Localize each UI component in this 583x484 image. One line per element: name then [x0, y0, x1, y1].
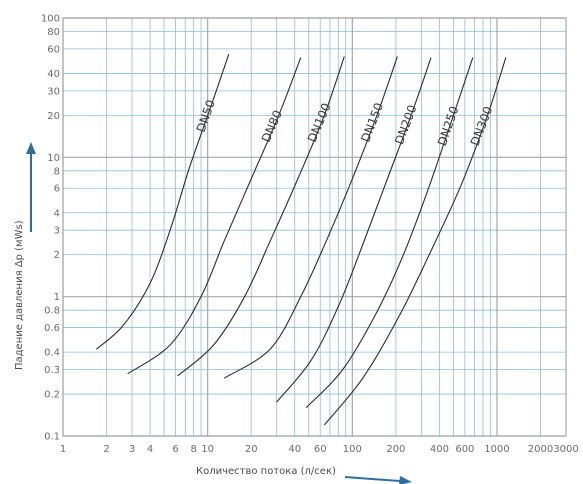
- y-tick-label: 100: [41, 14, 60, 25]
- x-tick-label: 1: [60, 444, 66, 455]
- y-tick-label: 8: [54, 166, 60, 177]
- y-tick-label: 20: [47, 111, 60, 122]
- y-tick-label: 0.1: [44, 432, 60, 443]
- y-axis-title: Падение давления Δp (мWs): [14, 220, 25, 370]
- x-tick-label: 400: [430, 444, 449, 455]
- series-curve-dn100: [177, 56, 345, 377]
- y-tick-labels: 0.1 0.2 0.3 0.4 0.6 0.8 1 2 3 4 6 8 10 20 30 40 60 80 100: [41, 14, 60, 443]
- series-curve-dn250: [305, 57, 474, 408]
- series-curves: [95, 54, 507, 426]
- x-tick-label: 6: [172, 444, 178, 455]
- y-tick-label: 1: [54, 292, 60, 303]
- x-tick-label: 20: [245, 444, 258, 455]
- plot-frame: [62, 17, 567, 437]
- x-tick-label: 2: [103, 444, 109, 455]
- x-tick-label: 2000: [528, 444, 553, 455]
- x-axis-arrow: [344, 476, 412, 484]
- y-axis-arrow: [26, 142, 36, 232]
- series-curve-dn80: [127, 57, 302, 375]
- y-tick-label: 30: [47, 86, 60, 97]
- x-tick-label: 600: [455, 444, 474, 455]
- x-tick-label: 8: [190, 444, 196, 455]
- y-tick-label: 10: [47, 153, 60, 164]
- x-tick-label: 3000: [553, 444, 578, 455]
- x-tick-label: 10: [201, 444, 214, 455]
- y-tick-label: 0.6: [44, 323, 60, 334]
- series-curve-dn150: [223, 56, 398, 379]
- y-tick-label: 0.4: [44, 348, 60, 359]
- y-tick-label: 0.3: [44, 365, 60, 376]
- x-tick-labels: 1 2 3 4 6 8 10 20 40 60 100 200 400 600 1000 2000 3000: [60, 444, 579, 455]
- x-tick-label: 60: [314, 444, 327, 455]
- x-tick-label: 40: [288, 444, 301, 455]
- grid-lines: [63, 18, 567, 436]
- y-tick-label: 80: [47, 27, 60, 38]
- y-tick-label: 0.8: [44, 306, 60, 317]
- y-tick-label: 6: [54, 184, 60, 195]
- x-tick-label: 200: [386, 444, 405, 455]
- y-tick-label: 3: [54, 226, 60, 237]
- y-tick-label: 40: [47, 69, 60, 80]
- x-tick-label: 3: [129, 444, 135, 455]
- y-tick-label: 60: [47, 44, 60, 55]
- series-curve-dn50: [95, 54, 230, 350]
- x-tick-label: 4: [147, 444, 153, 455]
- series-curve-dn200: [276, 57, 432, 403]
- x-tick-label: 100: [343, 444, 362, 455]
- x-tick-label: 1000: [484, 444, 509, 455]
- y-tick-label: 0.2: [44, 390, 60, 401]
- series-curve-dn300: [323, 57, 507, 426]
- x-axis-title: Количество потока (л/сек): [196, 466, 336, 477]
- y-tick-label: 4: [54, 208, 60, 219]
- y-tick-label: 2: [54, 250, 60, 261]
